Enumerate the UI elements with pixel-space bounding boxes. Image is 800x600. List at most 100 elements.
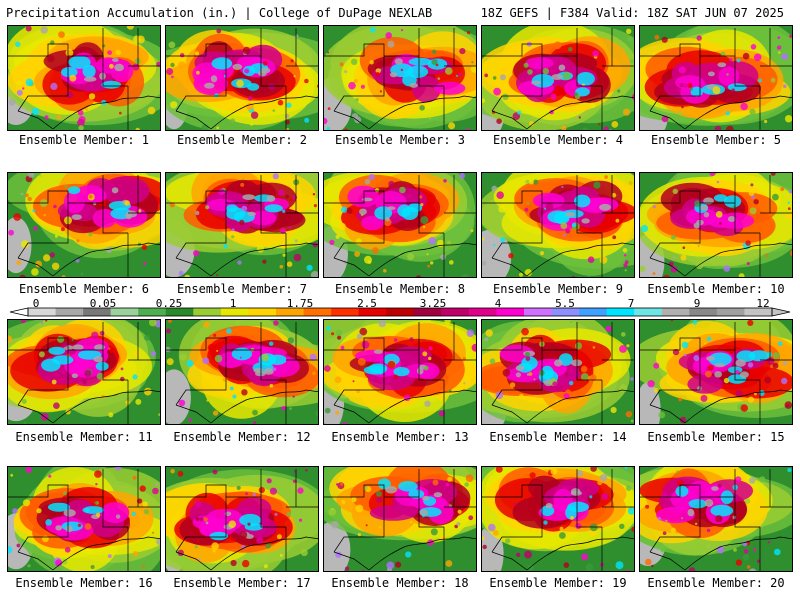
colorbar-tick-label: 0.05 <box>89 297 117 310</box>
ensemble-member-label: Ensemble Member: 10 <box>647 282 785 296</box>
precipitation-field <box>8 320 160 424</box>
colorbar-swatch <box>716 308 745 316</box>
colorbar-tick-label: 3.25 <box>419 297 447 310</box>
ensemble-member-map <box>481 25 635 131</box>
colorbar-swatch <box>413 308 442 316</box>
ensemble-member-label: Ensemble Member: 19 <box>489 576 627 590</box>
precipitation-field <box>166 467 318 571</box>
ensemble-member-map <box>639 25 793 131</box>
precipitation-field <box>482 467 634 571</box>
colorbar-swatch <box>744 308 773 316</box>
ensemble-member-map <box>7 319 161 425</box>
ensemble-member-label: Ensemble Member: 16 <box>15 576 153 590</box>
ensemble-member-label: Ensemble Member: 2 <box>176 133 308 147</box>
colorbar-swatch <box>276 308 304 316</box>
colorbar-swatch <box>441 308 470 316</box>
colorbar-swatch <box>193 308 222 316</box>
ensemble-member-label: Ensemble Member: 18 <box>331 576 469 590</box>
model-run-info: 18Z GEFS | F384 Valid: 18Z SAT JUN 07 20… <box>480 6 784 20</box>
colorbar-swatch <box>606 308 635 316</box>
colorbar-swatch <box>110 308 139 316</box>
ensemble-member-map <box>165 466 319 572</box>
precipitation-field <box>8 173 160 277</box>
ensemble-member-map <box>639 466 793 572</box>
colorbar-swatch <box>579 308 607 316</box>
precipitation-field <box>8 26 160 130</box>
precipitation-field <box>324 320 476 424</box>
colorbar-tick-label: 0.25 <box>155 297 183 310</box>
ensemble-member-map <box>323 466 477 572</box>
ensemble-member-map <box>7 466 161 572</box>
colorbar-swatch <box>220 308 249 316</box>
colorbar-swatch <box>303 308 332 316</box>
precipitation-field <box>482 320 634 424</box>
precipitation-field <box>324 173 476 277</box>
colorbar-tick-label: 1.75 <box>286 297 314 310</box>
colorbar-swatch <box>28 308 56 316</box>
precipitation-field <box>166 320 318 424</box>
ensemble-member-label: Ensemble Member: 4 <box>492 133 624 147</box>
precipitation-field <box>482 26 634 130</box>
colorbar-tick-label: 2.5 <box>357 297 377 310</box>
ensemble-member-map <box>323 319 477 425</box>
ensemble-member-map <box>165 319 319 425</box>
ensemble-member-label: Ensemble Member: 6 <box>18 282 150 296</box>
colorbar-min-arrow <box>9 307 29 317</box>
colorbar-swatch <box>524 308 552 316</box>
colorbar-tick-label: 12 <box>756 297 770 310</box>
precipitation-field <box>640 26 792 130</box>
colorbar-swatch <box>661 308 690 316</box>
colorbar-swatch <box>331 308 359 316</box>
precipitation-field <box>166 173 318 277</box>
colorbar-swatch <box>165 308 194 316</box>
ensemble-member-map <box>7 25 161 131</box>
ensemble-member-map <box>481 319 635 425</box>
ensemble-member-map <box>639 319 793 425</box>
colorbar-swatch <box>55 308 84 316</box>
colorbar-swatch <box>689 308 718 316</box>
ensemble-member-label: Ensemble Member: 11 <box>15 430 153 444</box>
colorbar-swatch <box>468 308 497 316</box>
ensemble-member-label: Ensemble Member: 13 <box>331 430 469 444</box>
precipitation-field <box>640 173 792 277</box>
precipitation-field <box>324 26 476 130</box>
ensemble-member-label: Ensemble Member: 14 <box>489 430 627 444</box>
map-title: Precipitation Accumulation (in.) | Colle… <box>6 6 433 20</box>
ensemble-member-label: Ensemble Member: 12 <box>173 430 311 444</box>
colorbar-swatch <box>386 308 415 316</box>
colorbar-tick-label: 1 <box>229 297 237 310</box>
colorbar-tick-label: 5.5 <box>555 297 575 310</box>
colorbar-tick-label: 0 <box>32 297 40 310</box>
ensemble-member-label: Ensemble Member: 9 <box>492 282 624 296</box>
ensemble-member-map <box>323 172 477 278</box>
colorbar-swatch <box>248 308 277 316</box>
colorbar-tick-label: 9 <box>693 297 701 310</box>
ensemble-member-map <box>481 172 635 278</box>
precipitation-field <box>8 467 160 571</box>
colorbar-tick-label: 7 <box>627 297 635 310</box>
precipitation-field <box>640 320 792 424</box>
ensemble-member-label: Ensemble Member: 15 <box>647 430 785 444</box>
ensemble-member-label: Ensemble Member: 8 <box>334 282 466 296</box>
ensemble-member-map <box>165 172 319 278</box>
ensemble-member-map <box>165 25 319 131</box>
precipitation-field <box>482 173 634 277</box>
ensemble-member-label: Ensemble Member: 7 <box>176 282 308 296</box>
ensemble-member-label: Ensemble Member: 1 <box>18 133 150 147</box>
precipitation-field <box>166 26 318 130</box>
colorbar-swatch <box>634 308 663 316</box>
colorbar-tick-label: 4 <box>494 297 502 310</box>
colorbar-swatch <box>496 308 525 316</box>
ensemble-member-label: Ensemble Member: 17 <box>173 576 311 590</box>
precipitation-field <box>324 467 476 571</box>
colorbar-swatch <box>138 308 167 316</box>
colorbar-swatch <box>358 308 387 316</box>
ensemble-member-label: Ensemble Member: 5 <box>650 133 782 147</box>
ensemble-member-label: Ensemble Member: 3 <box>334 133 466 147</box>
ensemble-member-map <box>639 172 793 278</box>
colorbar-max-arrow <box>771 307 791 317</box>
ensemble-member-map <box>481 466 635 572</box>
colorbar <box>9 307 791 317</box>
ensemble-member-map <box>7 172 161 278</box>
colorbar-swatch <box>83 308 111 316</box>
